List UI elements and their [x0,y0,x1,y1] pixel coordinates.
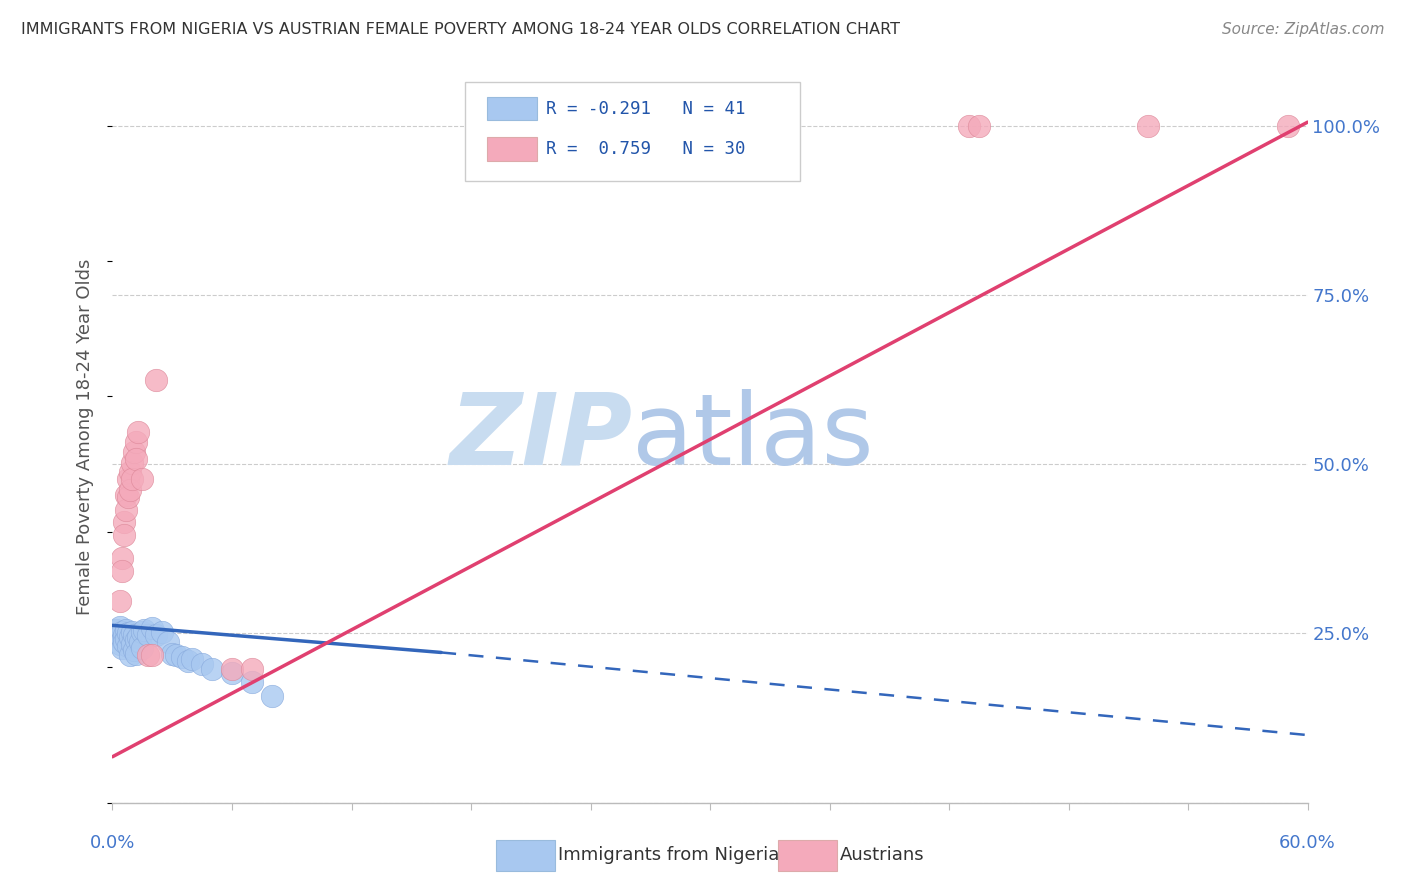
Point [111,641,134,656]
Point [110,637,132,651]
Text: R =  0.759   N = 30: R = 0.759 N = 30 [547,140,745,158]
Point [124,445,146,459]
Point [121,456,143,470]
Point [110,594,132,608]
Point [145,628,167,642]
Point [124,628,146,642]
Point [141,648,163,662]
Point [125,647,148,661]
Point [141,621,163,635]
Point [111,564,134,578]
Point [172,650,194,665]
Text: ZIP: ZIP [450,389,633,485]
Point [114,528,135,542]
Point [240,675,263,690]
Point [240,662,263,676]
Point [157,634,180,648]
FancyBboxPatch shape [486,137,537,161]
Point [117,472,139,486]
FancyBboxPatch shape [486,97,537,120]
Point [121,625,143,640]
Point [138,648,160,662]
Point [127,425,149,439]
Point [115,632,138,646]
Text: Immigrants from Nigeria: Immigrants from Nigeria [558,846,779,863]
Point [110,620,132,634]
Point [145,372,167,386]
Point [114,634,135,648]
Point [131,625,153,640]
Point [124,643,146,657]
Point [125,633,148,648]
Point [114,515,135,529]
Point [120,483,142,497]
Point [117,626,139,640]
Point [111,633,134,648]
Point [125,451,148,466]
Text: Source: ZipAtlas.com: Source: ZipAtlas.com [1222,22,1385,37]
Point [177,654,200,668]
Point [221,665,243,680]
Point [107,630,129,644]
Text: atlas: atlas [633,389,875,485]
Y-axis label: Female Poverty Among 18-24 Year Olds: Female Poverty Among 18-24 Year Olds [76,259,94,615]
Point [131,472,153,486]
FancyBboxPatch shape [465,82,800,181]
Point [129,634,152,648]
Point [115,623,138,637]
Point [638,119,662,133]
Point [120,630,142,644]
Point [115,503,138,517]
Text: IMMIGRANTS FROM NIGERIA VS AUSTRIAN FEMALE POVERTY AMONG 18-24 YEAR OLDS CORRELA: IMMIGRANTS FROM NIGERIA VS AUSTRIAN FEMA… [21,22,900,37]
Point [115,488,138,502]
Point [134,623,156,637]
Text: R = -0.291   N = 41: R = -0.291 N = 41 [547,100,745,118]
Text: 60.0%: 60.0% [1279,834,1336,852]
Point [957,119,980,133]
Point [127,630,149,644]
Point [191,657,214,671]
Point [138,628,160,642]
Point [150,625,173,640]
Point [162,647,183,661]
Point [120,465,142,479]
Point [117,490,139,504]
Point [111,550,134,565]
Point [201,662,224,676]
Point [165,648,187,662]
Point [260,689,283,703]
Point [120,648,142,662]
Text: Austrians: Austrians [839,846,924,863]
Point [121,472,143,486]
Text: 0.0%: 0.0% [90,834,135,852]
Point [1137,119,1160,133]
Point [221,662,243,676]
Point [111,625,134,640]
Point [121,637,143,651]
Point [125,435,148,450]
Point [131,641,153,656]
Point [114,628,135,642]
Point [650,119,672,133]
Point [1277,119,1299,133]
Point [105,623,128,637]
Point [967,119,990,133]
Point [117,639,139,653]
Point [181,652,204,666]
